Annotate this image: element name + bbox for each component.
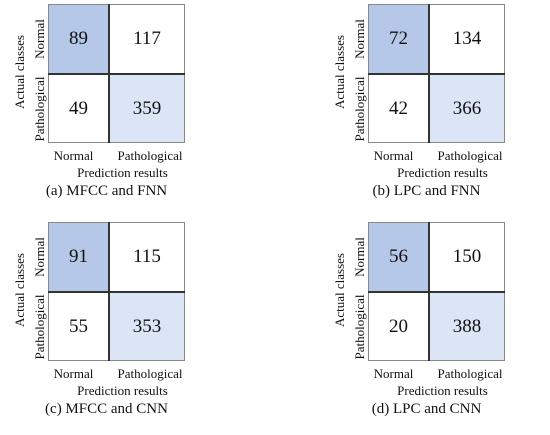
- matrix-cell-r1-c2: 115: [109, 222, 185, 292]
- cell-value: 91: [69, 246, 88, 267]
- y-tick-label: Normal: [32, 237, 47, 277]
- confusion-matrix-panel-1: 89 117 49 359 Normal Pathological Actual class…: [0, 0, 275, 217]
- cell-value: 89: [69, 28, 88, 49]
- matrix-cell-r2-c2: 353: [109, 292, 185, 361]
- matrix-cell-r2-c2: 388: [429, 292, 505, 361]
- matrix-cell-r1-c1: 56: [368, 222, 429, 292]
- x-tick-label: Normal: [53, 366, 94, 381]
- cell-value: 56: [389, 246, 408, 267]
- panel-caption: (c) MFCC and CNN: [45, 401, 168, 417]
- matrix-cell-r1-c2: 117: [109, 4, 185, 74]
- x-tick-label: Pathological: [437, 148, 503, 163]
- cell-value: 20: [389, 315, 408, 337]
- y-tick-label: Normal: [352, 19, 367, 59]
- matrix-cell-r1-c1: 89: [48, 4, 109, 74]
- x-tick-label: Normal: [373, 366, 414, 381]
- matrix-cell-r2-c1: 49: [48, 74, 109, 143]
- cell-value: 42: [389, 97, 408, 119]
- cell-value: 117: [133, 28, 161, 49]
- matrix-cell-r2-c2: 366: [429, 74, 505, 143]
- matrix-cell-r2-c1: 20: [368, 292, 429, 361]
- y-tick-label: Pathological: [352, 294, 367, 359]
- confusion-matrix-panel-3: 91 115 55 353 Normal Pathological Actual class…: [0, 218, 275, 435]
- matrix-cell-r1-c2: 134: [429, 4, 505, 74]
- cell-value: 388: [452, 315, 482, 337]
- cell-value: 359: [132, 97, 162, 119]
- cell-value: 55: [69, 315, 88, 337]
- x-axis-title: Prediction results: [397, 383, 488, 398]
- matrix-cell-r2-c1: 55: [48, 292, 109, 361]
- matrix-cell-r2-c1: 42: [368, 74, 429, 143]
- x-tick-label: Normal: [53, 148, 94, 163]
- x-tick-label: Pathological: [117, 366, 183, 381]
- x-tick-label: Normal: [373, 148, 414, 163]
- cell-value: 366: [452, 97, 482, 119]
- matrix-cell-r1-c1: 91: [48, 222, 109, 292]
- cell-value: 49: [69, 97, 88, 119]
- panel-caption: (d) LPC and CNN: [371, 401, 482, 417]
- grid-divider-horizontal: [48, 73, 185, 75]
- confusion-matrix-panel-4: 56 150 20 388 Normal Pathological Actual class…: [320, 218, 550, 435]
- x-tick-label: Pathological: [117, 148, 183, 163]
- y-tick-label: Pathological: [32, 76, 47, 141]
- panel-caption: (b) LPC and FNN: [372, 183, 481, 199]
- y-tick-label: Pathological: [32, 294, 47, 359]
- x-tick-label: Pathological: [437, 366, 503, 381]
- grid-divider-horizontal: [48, 291, 185, 293]
- matrix-cell-r2-c2: 359: [109, 74, 185, 143]
- cell-value: 115: [133, 246, 161, 267]
- confusion-matrix-panel-2: 72 134 42 366 Normal Pathological Actual class…: [320, 0, 550, 217]
- y-axis-title: Actual classes: [12, 34, 27, 110]
- y-tick-label: Normal: [32, 19, 47, 59]
- cell-value: 72: [389, 28, 408, 49]
- cell-value: 353: [132, 315, 162, 337]
- matrix-cell-r1-c2: 150: [429, 222, 505, 292]
- grid-divider-horizontal: [368, 73, 505, 75]
- y-tick-label: Normal: [352, 237, 367, 277]
- y-axis-title: Actual classes: [12, 252, 27, 328]
- cell-value: 134: [452, 28, 482, 49]
- matrix-cell-r1-c1: 72: [368, 4, 429, 74]
- grid-divider-horizontal: [368, 291, 505, 293]
- x-axis-title: Prediction results: [77, 383, 168, 398]
- x-axis-title: Prediction results: [397, 165, 488, 180]
- y-tick-label: Pathological: [352, 76, 367, 141]
- x-axis-title: Prediction results: [77, 165, 168, 180]
- y-axis-title: Actual classes: [332, 34, 347, 110]
- panel-caption: (a) MFCC and FNN: [45, 183, 168, 199]
- cell-value: 150: [452, 246, 482, 267]
- y-axis-title: Actual classes: [332, 252, 347, 328]
